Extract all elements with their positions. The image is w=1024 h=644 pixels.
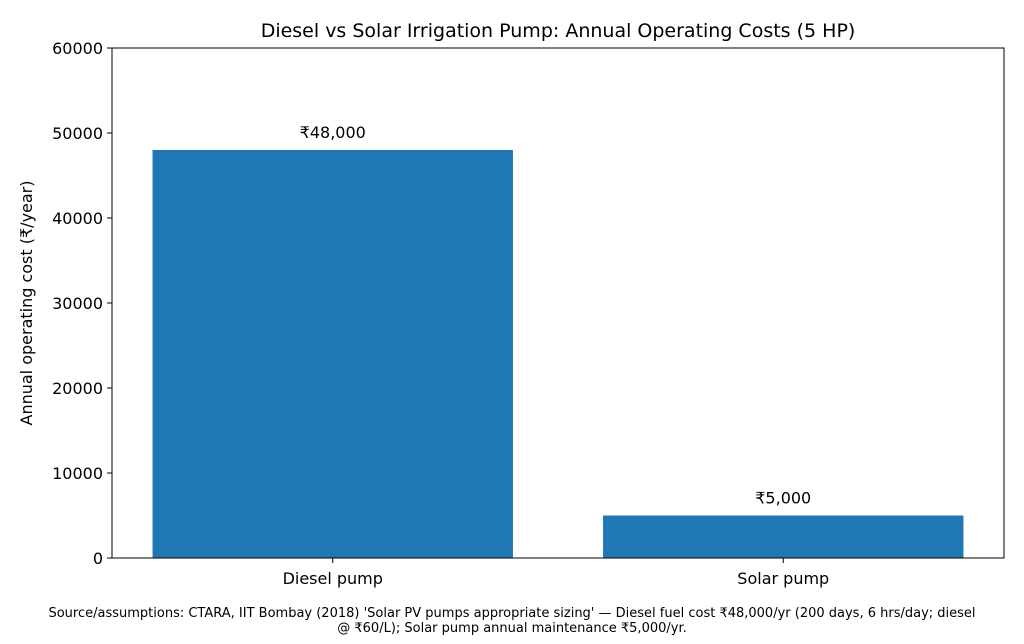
footnote-line-1: Source/assumptions: CTARA, IIT Bombay (2… — [48, 606, 975, 621]
data-label: ₹5,000 — [755, 489, 811, 508]
bar-solar-pump — [603, 515, 964, 558]
y-tick-label: 0 — [93, 549, 103, 568]
y-tick-label: 40000 — [52, 209, 103, 228]
y-tick-label: 10000 — [52, 464, 103, 483]
chart-title: Diesel vs Solar Irrigation Pump: Annual … — [261, 20, 856, 42]
y-tick-label: 20000 — [52, 379, 103, 398]
data-label: ₹48,000 — [300, 123, 366, 142]
footnote-line-2: @ ₹60/L); Solar pump annual maintenance … — [337, 621, 687, 636]
x-tick-label: Diesel pump — [283, 569, 383, 588]
y-tick-label: 60000 — [52, 39, 103, 58]
x-tick-label: Solar pump — [737, 569, 829, 588]
y-tick-label: 30000 — [52, 294, 103, 313]
y-axis-label: Annual operating cost (₹/year) — [17, 180, 36, 425]
bar-diesel-pump — [152, 150, 513, 558]
plot-frame — [111, 47, 1005, 559]
y-tick-label: 50000 — [52, 124, 103, 143]
